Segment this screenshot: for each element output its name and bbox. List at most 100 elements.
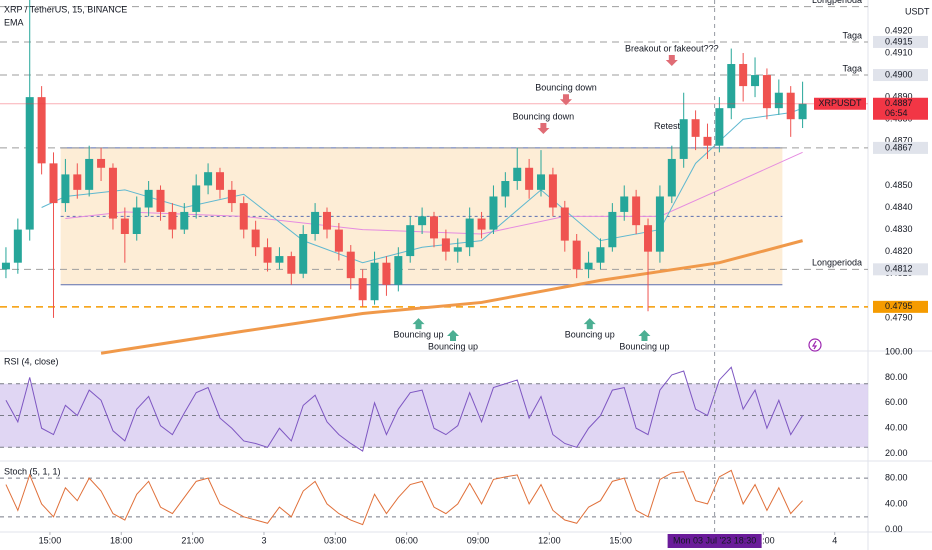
y-tick-label: 0.00: [885, 524, 903, 534]
annotation-arrow: [559, 94, 572, 106]
candle-body: [703, 136, 712, 146]
y-tick-label: 0.4920: [885, 25, 913, 35]
candle-body: [501, 181, 510, 197]
candle-body: [370, 262, 379, 301]
annotation-arrow: [583, 318, 596, 330]
candle-body: [144, 189, 153, 208]
x-tick-label: 3: [261, 535, 266, 545]
annotation-text: Bouncing down: [513, 111, 575, 121]
level-label: 0.4812: [885, 264, 913, 274]
candle-body: [132, 207, 141, 234]
crosshair-label-box: [667, 534, 762, 548]
stoch-line: [5, 469, 803, 526]
y-tick-label: 0.4910: [885, 47, 913, 57]
x-tick-label: 12:00: [538, 535, 561, 545]
y-tick-label: 40.00: [885, 498, 908, 508]
candle-body: [679, 119, 688, 159]
candle-body: [394, 256, 403, 285]
candle-body: [548, 174, 557, 208]
candle-body: [227, 189, 236, 204]
candle-body: [739, 64, 748, 87]
x-tick-label: 03:00: [324, 535, 347, 545]
candle-body: [108, 167, 117, 219]
icon-bolt[interactable]: [811, 340, 818, 350]
candle-body: [168, 211, 177, 230]
annotation-text: Bouncing up: [428, 341, 478, 351]
candle-body: [358, 278, 367, 301]
level-label-box: [873, 141, 928, 154]
candle-body: [239, 203, 248, 230]
x-tick-label: 15:00: [39, 535, 62, 545]
annotation-text: Breakout or fakeout???: [625, 43, 719, 53]
candle-body: [322, 211, 331, 230]
candle-body: [156, 189, 165, 212]
candle-body: [762, 75, 771, 109]
candle-body: [215, 172, 224, 190]
candle-body: [513, 167, 522, 182]
y-tick-label: 0.4820: [885, 246, 913, 256]
last-price-box: [873, 97, 928, 120]
symbol-box: [814, 97, 866, 110]
annotation-text: Bouncing down: [535, 83, 597, 93]
candle-body: [430, 216, 438, 239]
candle-body: [49, 163, 58, 204]
level-label: 0.4900: [885, 69, 913, 79]
annotation-text: Retest: [654, 121, 681, 131]
candle-body: [727, 64, 736, 109]
level-label-box: [873, 300, 928, 313]
candle-body: [751, 75, 760, 87]
rsi-line: [5, 366, 804, 452]
candle-body: [644, 225, 653, 252]
y-tick-label: 40.00: [885, 423, 908, 433]
annotation-arrow: [412, 318, 425, 330]
candle-body: [418, 216, 427, 226]
lightning-icon[interactable]: [808, 338, 822, 352]
candle-body: [263, 247, 272, 263]
candle-body: [382, 262, 391, 285]
currency: USDT: [905, 6, 930, 16]
y-tick-label: 80.00: [885, 472, 908, 482]
icon-circle[interactable]: [808, 338, 822, 352]
candle-body: [620, 196, 629, 212]
countdown: 06:54: [885, 108, 908, 118]
x-tick-label: 4: [832, 535, 837, 545]
indicator-label: EMA: [4, 17, 24, 27]
candle-body: [299, 234, 308, 274]
crosshair-label: Mon 03 Jul '23 18:30: [673, 535, 756, 545]
candle-body: [13, 229, 22, 263]
annotation-arrow: [537, 123, 550, 134]
annotation-arrow: [665, 55, 678, 67]
candle-body: [667, 158, 676, 197]
candle-body: [632, 196, 641, 226]
level-name: Longperioda: [812, 258, 862, 268]
candle-body: [275, 256, 284, 263]
symbol-label: XRPUSDT: [818, 98, 862, 108]
y-tick-label: 0.4870: [885, 136, 913, 146]
candle-body: [334, 229, 343, 252]
y-tick-label: 0.4840: [885, 202, 913, 212]
candle-body: [537, 174, 546, 190]
rsi-title: RSI (4, close): [4, 356, 59, 366]
level-name: Taga: [842, 30, 862, 40]
level-label: 0.4867: [885, 142, 913, 152]
last-price-label: 0.4887: [885, 98, 913, 108]
candle-body: [97, 158, 106, 168]
chart-title: XRP / TetherUS, 15, BINANCE: [4, 4, 127, 14]
candle-body: [691, 119, 700, 137]
y-tick-label: 80.00: [885, 372, 908, 382]
annotation-text: Bouncing up: [619, 341, 669, 351]
candle-body: [560, 207, 569, 241]
candle-body: [786, 92, 795, 120]
level-label-box: [873, 263, 928, 276]
y-tick-label: 0.4890: [885, 92, 913, 102]
candle-body: [73, 174, 82, 190]
candle-body: [120, 218, 129, 234]
y-tick-label: 20.00: [885, 448, 908, 458]
candle-body: [311, 211, 320, 234]
candle-body: [798, 103, 807, 120]
y-tick-label: 100.00: [885, 346, 913, 356]
x-tick-label: 21:00: [752, 535, 775, 545]
level-label-box: [873, 69, 928, 82]
candle-body: [85, 158, 94, 190]
